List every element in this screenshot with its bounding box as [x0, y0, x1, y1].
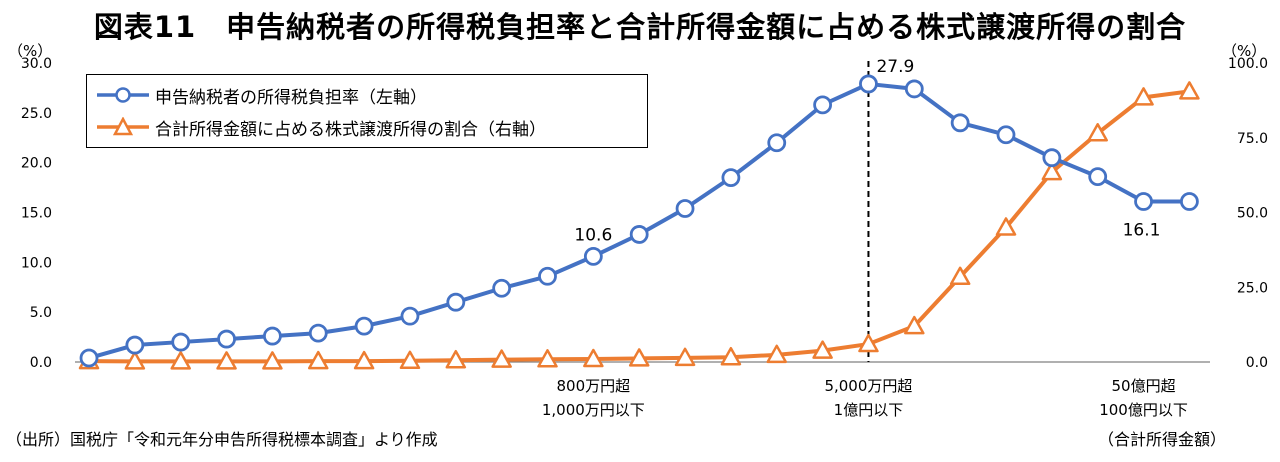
series1-point: [262, 326, 282, 346]
series2-point: [720, 346, 742, 366]
series2-point: [1133, 87, 1154, 106]
series1-point: [859, 74, 878, 94]
legend-series2-swatch: [97, 117, 149, 136]
series1-point: [538, 266, 557, 286]
series1-point: [629, 225, 649, 244]
series1-point: [583, 246, 603, 266]
series2-point: [766, 344, 787, 364]
right-y-tick-label: 75.0: [1237, 131, 1268, 147]
series1-point: [446, 292, 466, 312]
series1-point: [1042, 148, 1062, 168]
series2-point: [1179, 81, 1200, 100]
series1-point: [721, 168, 741, 188]
right-axis-unit: （%）: [1222, 42, 1267, 60]
x-tick-label-line1: 50億円超: [1111, 377, 1176, 395]
series1-point: [492, 278, 512, 298]
data-label: 10.6: [574, 225, 612, 245]
series1-point: [1134, 192, 1153, 211]
series1-point: [1180, 192, 1199, 211]
series2-point: [445, 349, 467, 369]
series2-point: [353, 350, 375, 370]
series1-point: [79, 348, 99, 368]
legend-item-series2: 合計所得金額に占める株式譲渡所得の割合（右軸）: [87, 111, 546, 143]
series2-point: [995, 217, 1017, 236]
series1-point: [813, 95, 832, 115]
series2-point: [491, 349, 512, 368]
series2-point: [262, 351, 283, 370]
left-axis-unit: （%）: [8, 42, 53, 60]
series1-point: [675, 199, 695, 218]
legend-series1-marker: [115, 87, 131, 103]
left-y-tick-label: 5.0: [30, 305, 52, 321]
series2-point: [812, 340, 833, 359]
series2-point: [583, 348, 604, 368]
series2-point: [858, 333, 879, 353]
legend-series2-marker: [112, 117, 134, 136]
x-tick-label-line2: 1億円以下: [833, 401, 904, 419]
series1-point: [904, 79, 924, 99]
legend-item-series1: 申告納税者の所得税負担率（左軸）: [87, 79, 427, 111]
left-y-tick-label: 0.0: [30, 355, 52, 371]
legend: 申告納税者の所得税負担率（左軸） 合計所得金額に占める株式譲渡所得の割合（右軸）: [86, 74, 648, 148]
left-y-tick-label: 20.0: [21, 156, 52, 172]
right-y-tick-label: 25.0: [1237, 280, 1268, 296]
series2-point: [1041, 161, 1063, 181]
series2-point: [674, 347, 696, 367]
series1-point: [308, 323, 328, 343]
series2-point: [216, 351, 237, 370]
series2-point: [399, 350, 421, 370]
x-tick-label-line1: 5,000万円超: [824, 377, 913, 395]
series1-point: [217, 329, 236, 349]
series2-point: [124, 351, 146, 370]
series1-point: [950, 113, 970, 133]
source-note: （出所）国税庁「令和元年分申告所得税標本調査」より作成: [6, 430, 438, 449]
left-y-tick-label: 15.0: [21, 206, 52, 222]
series2-point: [904, 315, 925, 335]
x-tick-label-line1: 800万円超: [556, 377, 631, 395]
data-label: 16.1: [1123, 221, 1161, 241]
series2-point: [949, 266, 971, 286]
x-axis-title: （合計所得金額）: [1098, 430, 1227, 449]
series1-point: [1088, 167, 1108, 187]
series2-point: [1087, 123, 1108, 142]
x-tick-label-line2: 100億円以下: [1099, 401, 1188, 419]
x-tick-label: 800万円超 1,000万円以下: [518, 374, 668, 422]
data-label: 27.9: [876, 57, 914, 77]
right-y-tick-label: 50.0: [1237, 206, 1268, 222]
series2-point: [628, 348, 650, 367]
series2-point: [308, 350, 329, 370]
left-y-tick-label: 10.0: [21, 255, 52, 271]
series2-point: [170, 351, 191, 370]
legend-series1-swatch: [97, 87, 149, 103]
series1-point: [767, 133, 787, 153]
right-y-tick-label: 100.0: [1228, 56, 1268, 72]
series1-point: [996, 125, 1016, 145]
legend-label-series1: 申告納税者の所得税負担率（左軸）: [155, 87, 427, 108]
x-tick-label: 50億円超 100億円以下: [1069, 374, 1219, 422]
series1-point: [171, 332, 191, 352]
series1-point: [125, 335, 145, 355]
legend-label-series2: 合計所得金額に占める株式譲渡所得の割合（右軸）: [155, 119, 546, 140]
left-y-tick-label: 25.0: [21, 106, 52, 122]
x-tick-label-line2: 1,000万円以下: [541, 401, 645, 419]
x-tick-label: 5,000万円超 1億円以下: [793, 374, 943, 422]
series1-point: [354, 316, 374, 336]
series2-point: [537, 349, 558, 368]
chart-title: 図表11 申告納税者の所得税負担率と合計所得金額に占める株式譲渡所得の割合: [93, 10, 1187, 44]
right-y-tick-label: 0.0: [1246, 355, 1268, 371]
series1-point: [400, 306, 420, 326]
left-y-tick-label: 30.0: [21, 56, 52, 72]
